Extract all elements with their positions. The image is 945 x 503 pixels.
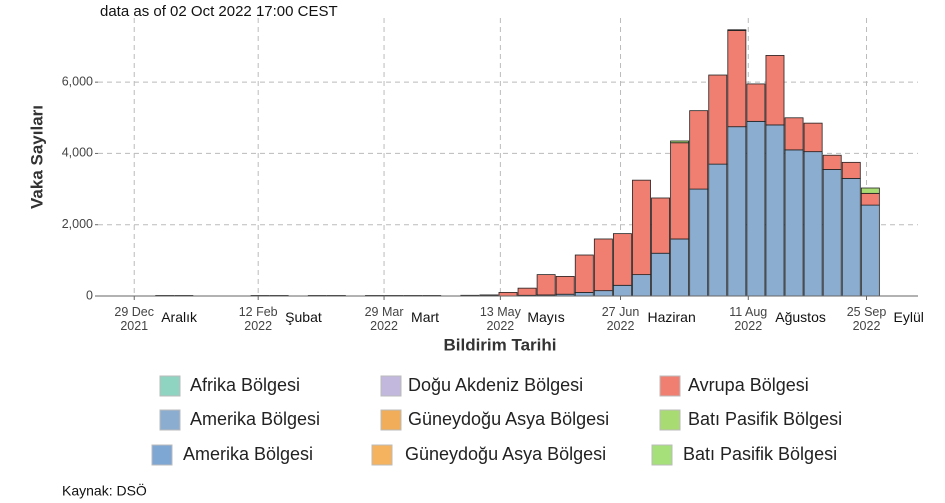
bar-segment: [803, 151, 823, 297]
source: Kaynak: DSÖ: [62, 482, 147, 499]
bar-segment: [498, 292, 518, 297]
bar-segment: [574, 254, 594, 293]
month-label: Eylül: [893, 309, 924, 325]
bar-segment: [632, 274, 651, 297]
bar-segment: [727, 29, 747, 31]
x-tick-label: 11 Aug 2022: [729, 305, 768, 333]
legend-swatch: [380, 409, 402, 431]
legend-swatch: [380, 375, 402, 397]
bar-segment: [632, 179, 651, 276]
legend-label: Amerika Bölgesi: [190, 409, 320, 429]
month-label: Şubat: [285, 309, 322, 325]
bar-segment: [765, 55, 785, 126]
bar-segment: [765, 124, 785, 297]
y-tick-label: 4,000: [62, 146, 93, 160]
bar-segment: [689, 188, 709, 297]
legend-swatch: [159, 409, 181, 431]
bar-segment: [555, 275, 575, 295]
bar-segment: [574, 292, 594, 297]
bar-segment: [727, 30, 747, 128]
bar-segment: [670, 140, 690, 144]
bar-segment: [612, 233, 632, 286]
bar-segment: [536, 274, 556, 296]
bar-segment: [860, 204, 880, 297]
y-axis-label: Vaka Sayıları: [27, 105, 46, 209]
legend-swatch: [151, 444, 173, 466]
bar-segment: [593, 238, 613, 292]
x-tick-label: 29 Mar 2022: [364, 305, 404, 333]
bar-segment: [746, 83, 766, 122]
x-axis-label: Bildirim Tarihi: [443, 335, 556, 354]
x-tick-label: 29 Dec 2021: [114, 305, 155, 333]
legend-swatch: [371, 444, 393, 466]
legend-label: Doğu Akdeniz Bölgesi: [408, 375, 583, 395]
bar-segment: [841, 177, 861, 297]
bar-segment: [803, 122, 823, 153]
month-label: Mart: [411, 309, 440, 325]
legend-swatch: [659, 375, 681, 397]
y-tick-label: 6,000: [62, 74, 93, 88]
month-label: Ağustos: [775, 309, 826, 325]
legend-label: Avrupa Bölgesi: [688, 375, 809, 395]
bar-segment: [689, 110, 709, 190]
x-tick-label: 25 Sep 2022: [846, 305, 887, 333]
bar-segment: [593, 290, 613, 297]
bar-segment: [708, 163, 728, 297]
x-tick-label: 13 May 2022: [479, 305, 521, 333]
y-tick-label: 0: [86, 288, 93, 302]
legend-label: Güneydoğu Asya Bölgesi: [408, 409, 609, 429]
bar-segment: [860, 192, 880, 206]
legend-swatch: [651, 444, 673, 466]
bar-segment: [746, 120, 766, 297]
bar-segment: [860, 187, 880, 194]
bar-segment: [708, 74, 728, 165]
bar-segment: [822, 154, 842, 170]
legend-label: Amerika Bölgesi: [183, 444, 313, 464]
bar-segment: [517, 287, 537, 296]
bar-segment: [784, 149, 804, 297]
month-label: Mayıs: [527, 309, 565, 325]
bar-segment: [670, 238, 690, 297]
bar-segment: [822, 169, 842, 297]
legend-label: Batı Pasifik Bölgesi: [683, 444, 837, 464]
subtitle: data as of 02 Oct 2022 17:00 CEST: [100, 3, 338, 20]
x-tick-label: 27 Jun 2022: [601, 305, 640, 333]
x-tick-label: 12 Feb 2022: [238, 305, 278, 333]
y-tick-label: 2,000: [62, 217, 93, 231]
bar-segment: [651, 197, 670, 254]
month-label: Haziran: [647, 309, 696, 325]
legend-label: Afrika Bölgesi: [190, 375, 300, 395]
month-label: Aralık: [161, 309, 198, 325]
bar-segment: [784, 117, 804, 151]
legend-label: Batı Pasifik Bölgesi: [688, 409, 842, 429]
legend-swatch: [159, 375, 181, 397]
bar-segment: [651, 252, 670, 297]
bar-segment: [841, 161, 861, 179]
bar-segment: [612, 284, 632, 297]
legend-swatch: [659, 409, 681, 431]
bar-segment: [670, 142, 690, 240]
bar-segment: [727, 126, 747, 297]
legend-label: Güneydoğu Asya Bölgesi: [405, 444, 606, 464]
